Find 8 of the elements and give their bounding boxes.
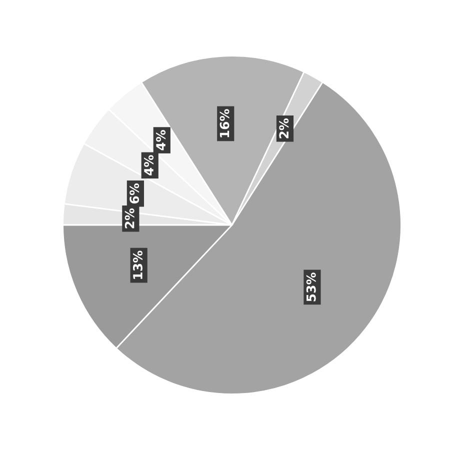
data-label: 2% — [124, 208, 134, 228]
data-label: 16% — [220, 109, 230, 138]
data-label: 4% — [144, 155, 154, 176]
data-label: 6% — [130, 183, 140, 204]
data-label: 53% — [306, 272, 316, 302]
data-label: 13% — [133, 250, 142, 279]
data-label: 4% — [156, 130, 166, 150]
data-label: 2% — [279, 118, 289, 138]
